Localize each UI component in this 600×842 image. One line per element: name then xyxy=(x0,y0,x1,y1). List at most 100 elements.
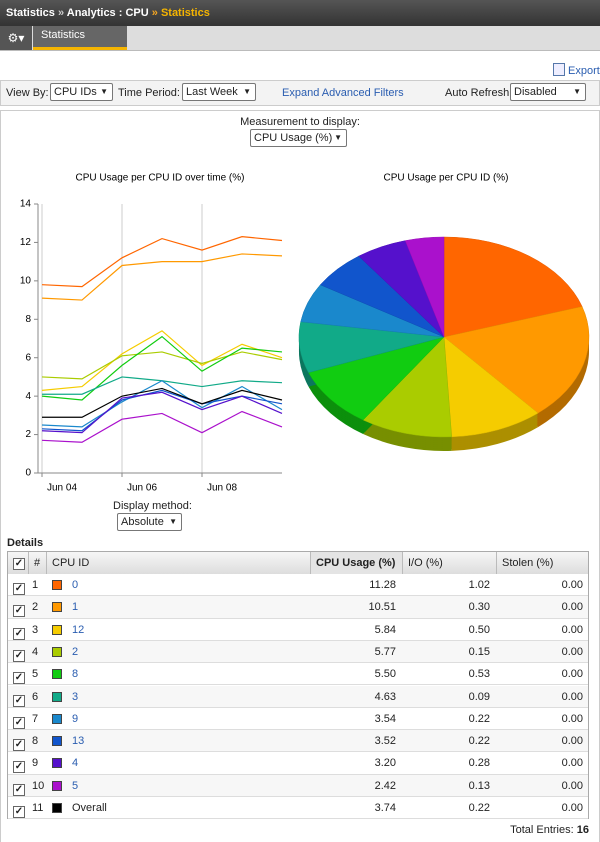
cpu-link[interactable]: 4 xyxy=(72,757,79,770)
value-cell: 0.15 xyxy=(468,645,490,658)
value-cell: 0.22 xyxy=(468,712,490,725)
display-method-select[interactable]: Absolute xyxy=(117,513,182,531)
row-number: 11 xyxy=(32,802,44,814)
pie-slice xyxy=(443,236,583,338)
measurement-label: Measurement to display: xyxy=(240,116,360,128)
chart-title: CPU Usage per CPU ID (%) xyxy=(383,173,508,184)
checkbox[interactable]: ✓ xyxy=(13,716,25,729)
value-cell: 5.77 xyxy=(374,645,396,658)
export-link[interactable]: Export xyxy=(553,63,600,77)
table-row: ✓ 3 12 5.84 0.50 0.00 xyxy=(8,618,588,641)
advanced-filters-link[interactable]: Expand Advanced Filters xyxy=(282,87,404,99)
time-period-select[interactable]: Last Week xyxy=(182,83,256,101)
value-cell: 3.54 xyxy=(374,712,396,725)
cpu-link[interactable]: 9 xyxy=(72,712,79,725)
checkbox[interactable]: ✓ xyxy=(13,806,25,818)
line-series xyxy=(41,253,283,301)
y-tick-label: 8 xyxy=(25,314,31,325)
column-header[interactable]: Stolen (%) xyxy=(496,552,589,574)
value-cell: 0.00 xyxy=(561,735,583,748)
checkbox[interactable]: ✓ xyxy=(13,558,25,570)
column-header[interactable]: # xyxy=(28,552,46,574)
pie-slice xyxy=(362,336,452,438)
value-cell: 0.00 xyxy=(561,623,583,636)
color-swatch xyxy=(52,803,62,813)
cpu-link[interactable]: 1 xyxy=(72,601,79,614)
column-header[interactable]: CPU ID xyxy=(46,552,310,574)
value-cell: 0.00 xyxy=(561,601,583,614)
color-swatch xyxy=(52,713,62,724)
checkbox[interactable]: ✓ xyxy=(13,627,25,640)
view-by-select[interactable]: CPU IDs xyxy=(50,83,113,101)
checkbox[interactable]: ✓ xyxy=(13,761,25,774)
export-text[interactable]: Export xyxy=(568,65,600,77)
cpu-link[interactable]: 12 xyxy=(72,623,85,636)
checkbox[interactable]: ✓ xyxy=(13,783,25,796)
value-cell: 0.22 xyxy=(468,802,490,814)
line-series xyxy=(41,330,283,391)
cpu-label: Overall xyxy=(72,802,107,814)
tab[interactable]: Statistics xyxy=(33,26,127,50)
total-entries: Total Entries: 16 xyxy=(510,824,589,836)
table-row: ✓ 5 8 5.50 0.53 0.00 xyxy=(8,663,588,686)
auto-refresh-select[interactable]: Disabled xyxy=(510,83,586,101)
measurement-select[interactable]: CPU Usage (%) xyxy=(250,129,347,147)
value-cell: 3.52 xyxy=(374,735,396,748)
pie-slice xyxy=(443,306,590,414)
column-header[interactable]: I/O (%) xyxy=(402,552,496,574)
details-title: Details xyxy=(7,537,44,549)
label: View By: xyxy=(6,87,49,99)
y-tick-label: 4 xyxy=(25,391,31,402)
value-cell: 1.02 xyxy=(468,579,490,591)
value-cell: 3.74 xyxy=(374,802,396,814)
value-cell: 0.50 xyxy=(468,623,490,636)
row-number: 10 xyxy=(32,779,45,792)
y-tick-label: 6 xyxy=(25,352,31,363)
table-row: ✓ 10 5 2.42 0.13 0.00 xyxy=(8,774,588,797)
label: Auto Refresh xyxy=(445,87,510,99)
label: Time Period: xyxy=(118,87,180,99)
y-tick-label: 0 xyxy=(25,468,31,479)
value-cell: 2.42 xyxy=(374,779,396,792)
checkbox[interactable]: ✓ xyxy=(13,672,25,685)
cpu-link[interactable]: 0 xyxy=(72,579,79,591)
settings-button[interactable]: ⚙▾ xyxy=(0,26,32,50)
value-cell: 0.00 xyxy=(561,712,583,725)
checkbox[interactable]: ✓ xyxy=(13,694,25,707)
checkbox[interactable]: ✓ xyxy=(13,605,25,618)
y-tick-label: 2 xyxy=(25,429,31,440)
color-swatch xyxy=(52,580,62,590)
value-cell: 0.09 xyxy=(468,690,490,703)
checkbox[interactable]: ✓ xyxy=(13,583,25,595)
column-header[interactable]: CPU Usage (%) xyxy=(310,552,402,574)
line-series xyxy=(41,351,283,380)
crumb[interactable]: Analytics : CPU xyxy=(66,7,149,19)
cpu-link[interactable]: 5 xyxy=(72,779,79,792)
value-cell: 5.84 xyxy=(374,623,396,636)
table-row: ✓ 7 9 3.54 0.22 0.00 xyxy=(8,707,588,731)
checkbox[interactable]: ✓ xyxy=(13,739,25,752)
cpu-link[interactable]: 8 xyxy=(72,668,79,681)
row-number: 1 xyxy=(32,579,39,591)
color-swatch xyxy=(52,624,62,635)
cpu-link[interactable]: 2 xyxy=(72,645,79,658)
y-tick-label: 14 xyxy=(20,199,32,210)
cpu-link[interactable]: 13 xyxy=(72,735,85,748)
value-cell: 10.51 xyxy=(368,601,396,614)
crumb[interactable]: Statistics xyxy=(6,7,55,19)
value-cell: 0.13 xyxy=(468,779,490,792)
cpu-link[interactable]: 3 xyxy=(72,690,79,703)
total-label: Total Entries: xyxy=(510,824,574,836)
x-tick-label: Jun 06 xyxy=(127,483,157,494)
value-cell: 0.00 xyxy=(561,579,583,591)
checkbox[interactable]: ✓ xyxy=(13,649,25,662)
line-series xyxy=(41,236,283,288)
breadcrumb: Statistics » Analytics : CPU » Statistic… xyxy=(6,7,210,19)
pie-slice xyxy=(308,336,445,421)
x-tick-label: Jun 08 xyxy=(207,483,237,494)
pie-slice xyxy=(443,336,539,438)
table-row: ✓ 1 0 11.28 1.02 0.00 xyxy=(8,574,588,597)
color-swatch xyxy=(52,736,62,747)
y-tick-label: 10 xyxy=(20,275,32,286)
